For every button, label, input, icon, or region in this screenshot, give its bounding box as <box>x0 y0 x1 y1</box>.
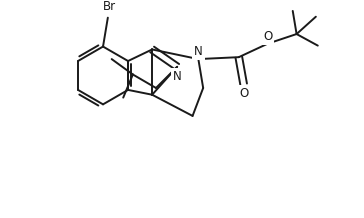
Text: N: N <box>173 70 182 83</box>
Text: Br: Br <box>103 0 116 13</box>
Text: O: O <box>239 87 248 100</box>
Text: O: O <box>263 31 272 43</box>
Text: N: N <box>194 45 203 58</box>
